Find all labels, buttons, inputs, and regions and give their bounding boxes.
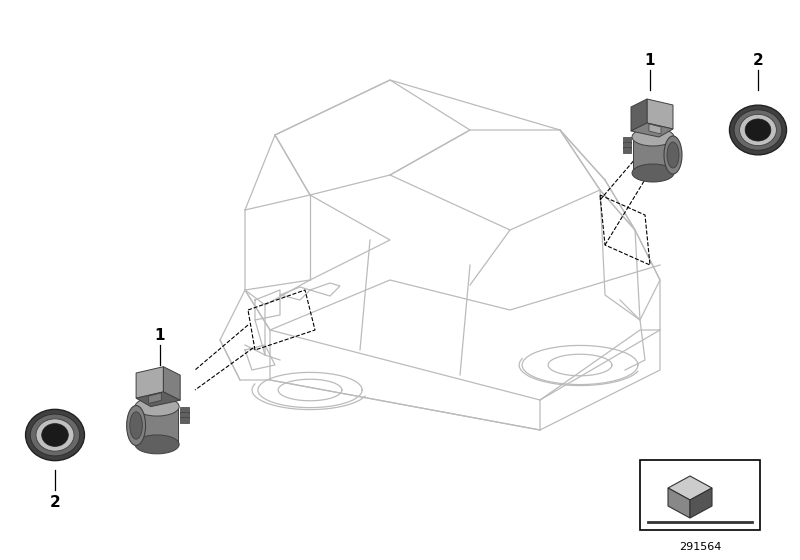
Polygon shape [647, 99, 673, 129]
Polygon shape [633, 137, 673, 173]
Ellipse shape [667, 142, 679, 168]
Polygon shape [690, 488, 712, 518]
Bar [640, 460, 760, 530]
Ellipse shape [730, 105, 786, 155]
Text: 2: 2 [50, 495, 60, 510]
Ellipse shape [632, 128, 674, 146]
Polygon shape [631, 99, 647, 131]
Ellipse shape [36, 419, 74, 451]
Text: 2: 2 [753, 53, 763, 68]
Polygon shape [631, 123, 673, 137]
Ellipse shape [135, 397, 179, 416]
Ellipse shape [745, 119, 771, 141]
Ellipse shape [135, 435, 179, 454]
Polygon shape [180, 407, 189, 413]
Text: 1: 1 [645, 53, 655, 68]
Ellipse shape [42, 423, 68, 446]
Polygon shape [623, 147, 631, 153]
Polygon shape [136, 367, 163, 398]
Polygon shape [136, 407, 178, 445]
Polygon shape [136, 392, 180, 407]
Ellipse shape [740, 114, 776, 146]
Polygon shape [649, 124, 661, 134]
Ellipse shape [130, 412, 142, 439]
Ellipse shape [30, 414, 80, 456]
Ellipse shape [126, 405, 146, 445]
Polygon shape [668, 488, 690, 518]
Text: 291564: 291564 [679, 542, 721, 552]
Polygon shape [149, 393, 162, 403]
Polygon shape [180, 412, 189, 418]
Ellipse shape [26, 409, 85, 461]
Polygon shape [180, 417, 189, 423]
Ellipse shape [664, 136, 682, 174]
Text: 1: 1 [154, 328, 166, 343]
Polygon shape [623, 142, 631, 148]
Polygon shape [623, 137, 631, 143]
Polygon shape [668, 476, 712, 500]
Polygon shape [163, 367, 180, 400]
Ellipse shape [734, 110, 782, 150]
Ellipse shape [632, 164, 674, 182]
